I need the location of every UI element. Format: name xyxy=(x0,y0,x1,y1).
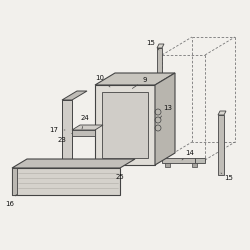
Text: 24: 24 xyxy=(80,115,90,129)
Text: 14: 14 xyxy=(182,150,194,160)
Polygon shape xyxy=(95,85,155,165)
Polygon shape xyxy=(102,92,148,158)
Text: 17: 17 xyxy=(50,127,65,133)
Polygon shape xyxy=(72,125,103,130)
Text: 23: 23 xyxy=(58,134,72,143)
Polygon shape xyxy=(62,100,72,165)
Polygon shape xyxy=(12,168,120,195)
Text: 16: 16 xyxy=(6,194,16,207)
Polygon shape xyxy=(72,130,95,136)
Polygon shape xyxy=(155,73,175,165)
Polygon shape xyxy=(152,108,165,112)
Polygon shape xyxy=(157,44,164,48)
Text: 13: 13 xyxy=(160,105,172,118)
Polygon shape xyxy=(12,168,17,195)
Polygon shape xyxy=(162,158,195,163)
Polygon shape xyxy=(165,163,170,167)
Text: 15: 15 xyxy=(221,173,234,181)
Polygon shape xyxy=(218,115,224,175)
Text: 9: 9 xyxy=(132,77,147,88)
Polygon shape xyxy=(95,73,175,85)
Polygon shape xyxy=(218,111,226,115)
Text: 10: 10 xyxy=(96,75,110,87)
Polygon shape xyxy=(62,91,87,100)
Polygon shape xyxy=(195,158,205,163)
Text: 15: 15 xyxy=(146,40,159,50)
Polygon shape xyxy=(157,48,162,88)
Text: 25: 25 xyxy=(116,168,124,180)
Polygon shape xyxy=(192,163,197,167)
Polygon shape xyxy=(12,159,135,168)
Polygon shape xyxy=(152,125,165,129)
